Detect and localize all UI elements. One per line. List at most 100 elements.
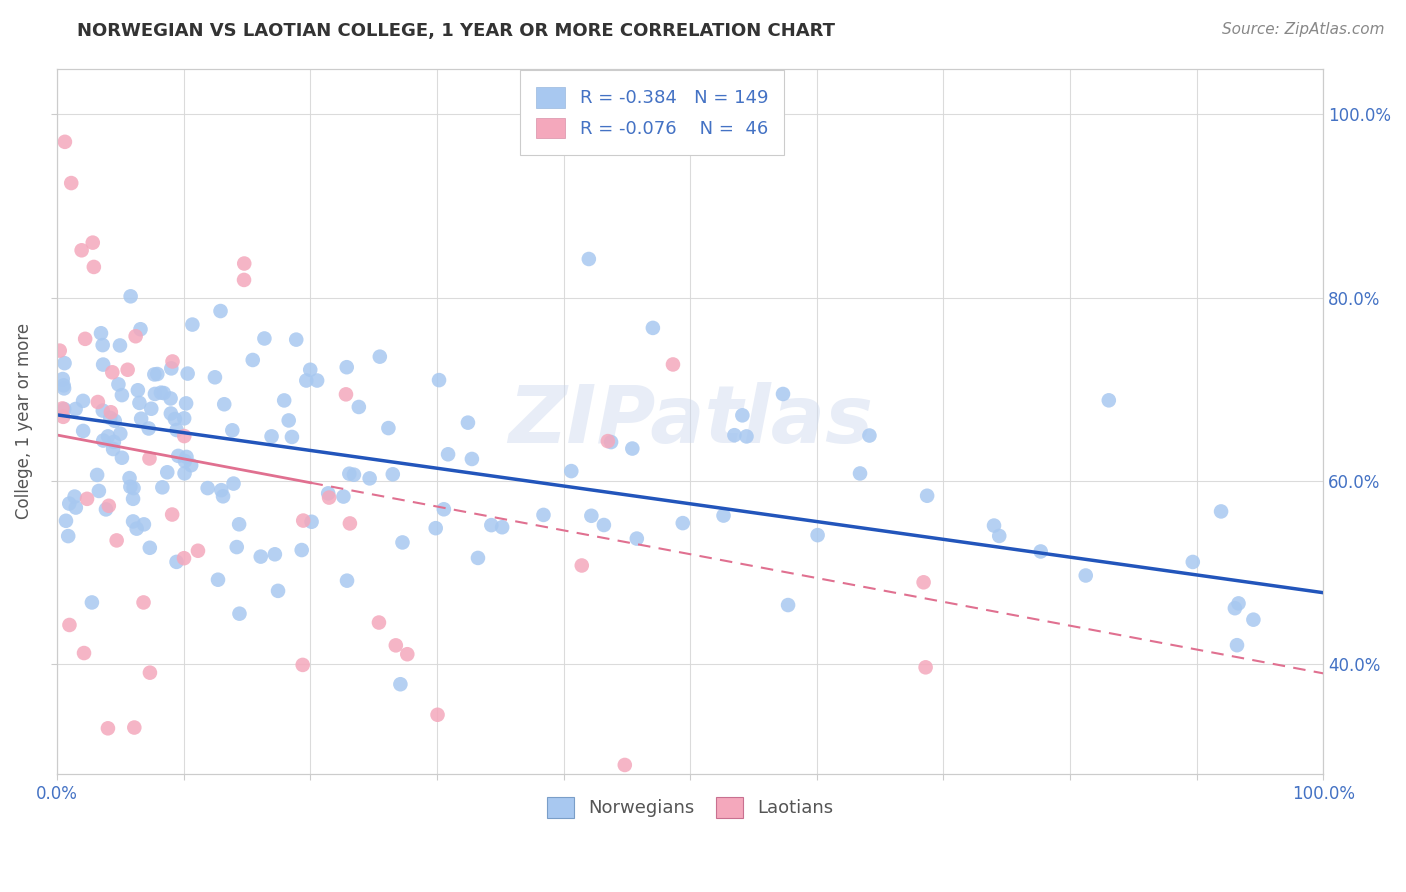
Point	[307, 374, 329, 388]
Point	[316, 486, 339, 500]
Point	[129, 322, 152, 336]
Point	[174, 396, 197, 410]
Point	[58, 529, 80, 543]
Point	[1209, 504, 1232, 518]
Point	[221, 423, 243, 437]
Point	[479, 518, 502, 533]
Point	[983, 518, 1005, 533]
Point	[48, 343, 70, 358]
Point	[52, 409, 75, 424]
Point	[138, 451, 160, 466]
Y-axis label: College, 1 year or more: College, 1 year or more	[15, 323, 32, 519]
Point	[988, 529, 1011, 543]
Point	[433, 502, 456, 516]
Point	[914, 660, 936, 674]
Point	[143, 368, 166, 382]
Point	[176, 367, 198, 381]
Point	[731, 409, 754, 423]
Legend: Norwegians, Laotians: Norwegians, Laotians	[540, 789, 841, 825]
Point	[107, 377, 129, 392]
Point	[242, 353, 264, 368]
Point	[332, 490, 354, 504]
Point	[108, 338, 131, 352]
Point	[301, 515, 323, 529]
Point	[277, 413, 299, 427]
Point	[335, 387, 357, 401]
Point	[1074, 568, 1097, 582]
Point	[53, 135, 76, 149]
Point	[58, 618, 80, 632]
Point	[187, 543, 209, 558]
Point	[672, 516, 695, 530]
Point	[163, 412, 186, 426]
Point	[377, 421, 399, 435]
Point	[1227, 596, 1250, 610]
Point	[127, 384, 149, 398]
Point	[124, 721, 146, 735]
Text: ZIPatlas: ZIPatlas	[508, 383, 873, 460]
Point	[90, 326, 112, 341]
Point	[76, 491, 98, 506]
Point	[713, 508, 735, 523]
Point	[662, 358, 685, 372]
Point	[87, 483, 110, 498]
Point	[128, 396, 150, 410]
Point	[491, 520, 513, 534]
Point	[91, 358, 114, 372]
Point	[228, 517, 250, 532]
Point	[72, 393, 94, 408]
Point	[52, 378, 75, 392]
Point	[73, 646, 96, 660]
Point	[173, 411, 195, 425]
Point	[166, 423, 188, 437]
Point	[125, 522, 148, 536]
Point	[118, 471, 141, 485]
Point	[98, 411, 121, 425]
Point	[778, 598, 800, 612]
Point	[204, 370, 226, 384]
Point	[122, 515, 145, 529]
Point	[91, 434, 114, 448]
Point	[143, 387, 166, 401]
Text: Source: ZipAtlas.com: Source: ZipAtlas.com	[1222, 22, 1385, 37]
Point	[100, 405, 122, 419]
Point	[1029, 544, 1052, 558]
Point	[87, 395, 110, 409]
Point	[336, 360, 359, 375]
Point	[253, 331, 276, 345]
Point	[152, 386, 174, 401]
Point	[132, 595, 155, 609]
Point	[228, 607, 250, 621]
Point	[533, 508, 555, 522]
Point	[291, 543, 314, 558]
Point	[359, 471, 381, 485]
Point	[101, 442, 124, 456]
Point	[912, 575, 935, 590]
Point	[578, 252, 600, 266]
Point	[368, 350, 391, 364]
Point	[60, 176, 83, 190]
Point	[396, 647, 419, 661]
Point	[162, 354, 184, 368]
Point	[82, 235, 104, 250]
Point	[209, 304, 232, 318]
Point	[209, 483, 232, 498]
Point	[295, 374, 318, 388]
Point	[173, 467, 195, 481]
Point	[181, 318, 204, 332]
Point	[53, 381, 76, 395]
Point	[343, 467, 366, 482]
Point	[159, 392, 181, 406]
Point	[91, 338, 114, 352]
Point	[368, 615, 391, 630]
Point	[381, 467, 404, 482]
Point	[212, 397, 235, 411]
Point	[104, 414, 127, 428]
Point	[167, 449, 190, 463]
Point	[225, 540, 247, 554]
Point	[197, 481, 219, 495]
Point	[858, 428, 880, 442]
Point	[141, 401, 163, 416]
Point	[621, 442, 644, 456]
Point	[86, 467, 108, 482]
